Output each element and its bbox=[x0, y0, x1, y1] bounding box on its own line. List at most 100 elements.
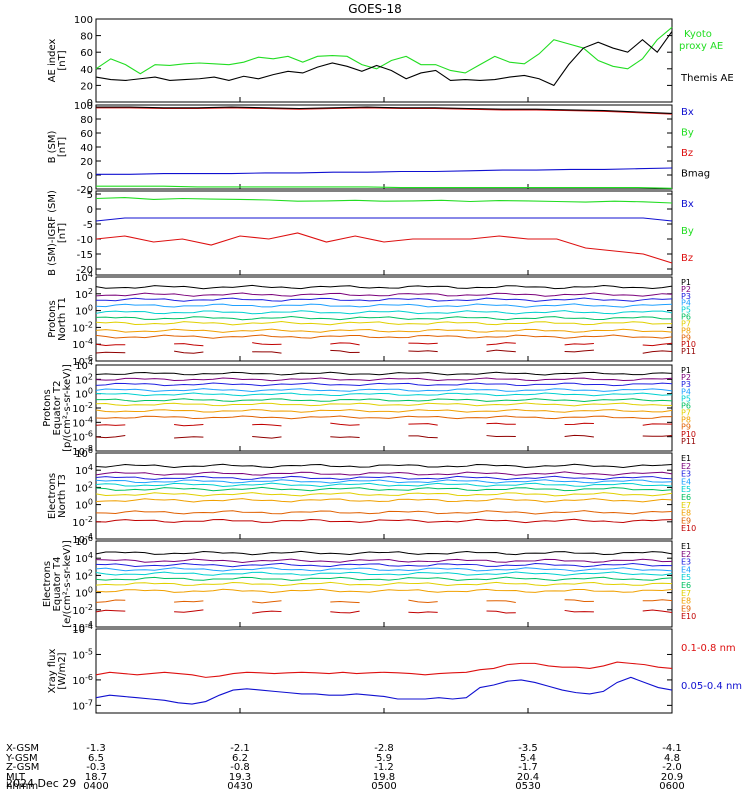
y-tick-label: 10-4 bbox=[72, 415, 93, 429]
y-axis-label: B (SM)-IGRF (SM)[nT] bbox=[47, 190, 68, 276]
series-line bbox=[95, 292, 673, 297]
footer-value: 0530 bbox=[515, 781, 540, 792]
y-tick-label: 10-4 bbox=[72, 620, 93, 634]
series-line bbox=[95, 217, 673, 222]
legend-p4: P4 bbox=[681, 387, 691, 396]
y-tick-label: 10-6 bbox=[72, 673, 93, 687]
legend-e6: E6 bbox=[681, 581, 691, 590]
legend-e5: E5 bbox=[681, 485, 691, 494]
series-line bbox=[95, 498, 673, 503]
series-segment bbox=[95, 599, 126, 603]
y-tick-label: 60 bbox=[80, 129, 93, 140]
series-segment bbox=[642, 609, 673, 614]
panels: 100 80 60 40 20 0 AE index[nT] Kyoto proxy AE The… bbox=[42, 15, 742, 714]
legend-p3: P3 bbox=[681, 380, 691, 389]
y-tick-label: 106 bbox=[75, 446, 93, 460]
panel-1: 100 80 60 40 20 0 AE index[nT] Kyoto proxy AE The… bbox=[47, 15, 734, 109]
series-line bbox=[95, 31, 673, 87]
series-segment bbox=[330, 342, 360, 346]
legend-p1: P1 bbox=[681, 366, 691, 375]
footer-value: -2.0 bbox=[662, 762, 682, 773]
legend-p2: P2 bbox=[681, 285, 691, 294]
series-segment bbox=[174, 343, 204, 347]
y-tick-label: 102 bbox=[75, 568, 93, 582]
y-tick-label: 20 bbox=[80, 157, 93, 168]
y-tick-label: 10-8 bbox=[72, 444, 93, 458]
series-segment bbox=[486, 610, 516, 614]
panel-frame bbox=[95, 452, 673, 540]
series-segment bbox=[564, 422, 594, 425]
series-segment bbox=[564, 343, 594, 346]
legend-bz: Bz bbox=[681, 253, 693, 264]
series-line bbox=[95, 392, 673, 397]
legend-e2: E2 bbox=[681, 462, 691, 471]
footer-value: 20.4 bbox=[517, 772, 539, 783]
series-segment bbox=[174, 423, 204, 427]
series-segment bbox=[252, 600, 282, 604]
series-line bbox=[95, 676, 673, 705]
series-line bbox=[95, 492, 673, 497]
series-line bbox=[95, 558, 673, 564]
series-segment bbox=[642, 342, 673, 347]
y-tick-label: 10-6 bbox=[72, 430, 93, 444]
series-segment bbox=[408, 611, 438, 614]
series-segment bbox=[95, 435, 126, 439]
footer-value: 18.7 bbox=[85, 772, 107, 783]
series-line bbox=[95, 26, 673, 75]
y-tick-label: -15 bbox=[77, 250, 93, 261]
series-segment bbox=[174, 436, 204, 439]
series-line bbox=[95, 562, 673, 568]
series-segment bbox=[408, 350, 438, 353]
y-tick-label: 100 bbox=[75, 304, 93, 318]
legend-e9: E9 bbox=[681, 604, 691, 613]
legend-e3: E3 bbox=[681, 558, 691, 567]
legend-e4: E4 bbox=[681, 477, 691, 486]
panel-8: 10-4 10-5 10-6 10-7 Xray flux[W/m2] 0.1-0.8 n… bbox=[47, 622, 742, 714]
series-line bbox=[95, 284, 673, 290]
footer-value: 20.9 bbox=[661, 772, 683, 783]
series-line bbox=[95, 463, 673, 469]
series-line bbox=[96, 167, 673, 175]
series-line bbox=[95, 550, 673, 556]
series-segment bbox=[564, 599, 594, 602]
series-segment bbox=[330, 422, 360, 426]
series-segment bbox=[486, 349, 516, 353]
series-segment bbox=[95, 351, 126, 354]
footer-value: 5.9 bbox=[376, 753, 392, 764]
legend-by: By bbox=[681, 226, 694, 237]
footer-value: -2.1 bbox=[230, 743, 250, 754]
series-segment bbox=[486, 342, 516, 346]
footer-value: 19.8 bbox=[373, 772, 395, 783]
legend-p6: P6 bbox=[681, 401, 691, 410]
legend-e3: E3 bbox=[681, 470, 691, 479]
legend-p3: P3 bbox=[681, 292, 691, 301]
legend-bx: Bx bbox=[681, 199, 694, 210]
footer-value: -1.7 bbox=[518, 762, 538, 773]
y-tick-label: 60 bbox=[80, 48, 93, 59]
y-axis-label: AE index[nT] bbox=[47, 39, 68, 83]
footer-value: -0.3 bbox=[86, 762, 106, 773]
series-segment bbox=[564, 609, 594, 613]
legend-e8: E8 bbox=[681, 597, 691, 606]
series-line bbox=[95, 576, 673, 582]
y-tick-label: 0 bbox=[87, 98, 93, 109]
y-tick-label: 0 bbox=[87, 205, 93, 216]
legend-p8: P8 bbox=[681, 416, 691, 425]
footer-value: 4.8 bbox=[664, 753, 680, 764]
series-segment bbox=[174, 600, 204, 603]
legend-p8: P8 bbox=[681, 326, 691, 335]
series-segment bbox=[486, 422, 516, 425]
y-tick-label: 102 bbox=[75, 287, 93, 301]
series-segment bbox=[330, 349, 360, 354]
y-tick-label: 104 bbox=[75, 358, 93, 372]
series-line bbox=[95, 197, 673, 204]
series-line bbox=[95, 471, 673, 476]
series-segment bbox=[252, 342, 282, 345]
series-segment bbox=[642, 350, 673, 354]
series-line bbox=[95, 581, 673, 587]
legend-e8: E8 bbox=[681, 509, 691, 518]
figure-title: GOES-18 bbox=[348, 2, 402, 16]
series-line bbox=[95, 232, 673, 264]
series-line bbox=[95, 408, 673, 413]
